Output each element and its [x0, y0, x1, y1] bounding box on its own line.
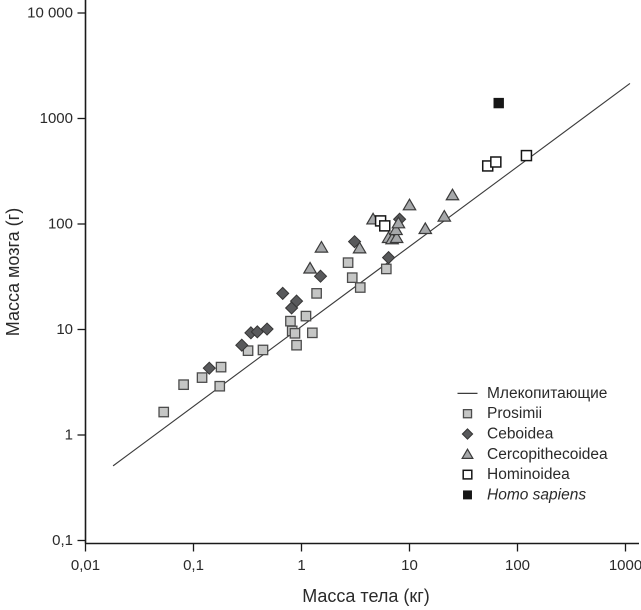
data-point-open-square: [379, 220, 391, 232]
data-point-open-square: [462, 469, 473, 480]
y-tick-label: 100: [48, 216, 73, 233]
x-tick-label: 100: [505, 557, 530, 574]
data-point-triangle: [402, 198, 417, 211]
legend-row: Млекопитающие: [457, 385, 607, 402]
data-point-square: [300, 310, 312, 322]
data-point-square: [354, 282, 366, 293]
y-tick-label: 1000: [40, 110, 73, 127]
legend-row: Hominoidea: [462, 466, 570, 483]
data-point-triangle: [437, 209, 452, 222]
series-cercopithecoidea: [302, 187, 460, 274]
regression-line-mammals: [112, 82, 631, 467]
series-ceboidea: [202, 212, 407, 375]
x-tick-label: 0,1: [183, 557, 204, 574]
data-point-triangle: [461, 448, 474, 459]
x-tick-label: 10: [401, 557, 418, 574]
data-point-triangle: [389, 230, 404, 244]
data-point-filled-square: [493, 97, 504, 109]
data-point-triangle: [352, 241, 367, 254]
data-point-square: [196, 372, 208, 383]
data-point-square: [346, 272, 358, 284]
y-tick-labels: 10 000 1000 100 10 1 0,1: [27, 5, 86, 549]
legend-row: Ceboidea: [461, 426, 554, 443]
data-point-square: [285, 315, 296, 327]
series-hominoidea: [374, 149, 533, 232]
legend-label: Prosimii: [487, 405, 542, 422]
legend-row: Homo sapiens: [463, 486, 586, 503]
legend: Млекопитающие Prosimii Ceboidea Cercopithec…: [457, 385, 608, 503]
axes: [84, 0, 639, 545]
data-point-square: [380, 263, 392, 275]
legend-row: Prosimii: [462, 405, 542, 422]
data-point-diamond: [289, 294, 304, 308]
data-point-square: [311, 288, 322, 299]
data-point-square: [214, 380, 226, 392]
data-point-diamond: [461, 428, 474, 440]
data-point-diamond: [276, 286, 290, 301]
data-point-square: [178, 379, 189, 391]
legend-label: Homo sapiens: [487, 486, 586, 503]
data-point-diamond: [202, 361, 216, 375]
legend-label: Ceboidea: [487, 426, 554, 443]
data-point-triangle: [314, 240, 329, 253]
data-point-triangle: [302, 261, 318, 274]
legend-row: Cercopithecoidea: [461, 446, 608, 463]
data-point-square: [215, 361, 227, 373]
data-point-triangle: [418, 221, 433, 235]
data-point-square: [291, 339, 302, 351]
y-axis-title: Масса мозга (г): [3, 208, 23, 336]
data-point-triangle: [391, 216, 406, 229]
y-tick-label: 0,1: [52, 532, 73, 549]
y-tick-label: 1: [65, 427, 73, 444]
data-point-square: [462, 409, 473, 419]
data-point-square: [158, 406, 170, 418]
x-tick-label: 1: [297, 557, 305, 574]
x-tick-label: 1000: [609, 557, 641, 574]
data-point-square: [306, 327, 318, 339]
y-tick-label: 10 000: [27, 5, 73, 22]
legend-label: Млекопитающие: [487, 385, 607, 402]
data-point-square: [342, 257, 354, 269]
data-point-triangle: [388, 222, 404, 236]
legend-label: Cercopithecoidea: [487, 446, 608, 463]
data-point-filled-square: [463, 490, 472, 500]
data-point-square: [289, 327, 301, 339]
data-point-square: [242, 345, 254, 357]
y-tick-label: 10: [56, 321, 73, 338]
data-point-diamond: [313, 269, 328, 283]
data-point-diamond: [381, 250, 396, 265]
data-point-diamond: [260, 322, 274, 336]
data-point-open-square: [520, 149, 533, 162]
data-point-open-square: [490, 156, 502, 168]
x-tick-label: 0,01: [71, 557, 100, 574]
x-axis-title: Масса тела (кг): [302, 586, 430, 606]
x-tick-labels: 0,01 0,1 1 10 100 1000: [71, 543, 641, 574]
legend-label: Hominoidea: [487, 466, 570, 483]
data-point-square: [257, 344, 269, 356]
data-point-diamond: [235, 338, 249, 352]
series-homo-sapiens: [493, 97, 504, 109]
series-prosimii: [158, 257, 392, 418]
data-point-triangle: [445, 187, 460, 201]
